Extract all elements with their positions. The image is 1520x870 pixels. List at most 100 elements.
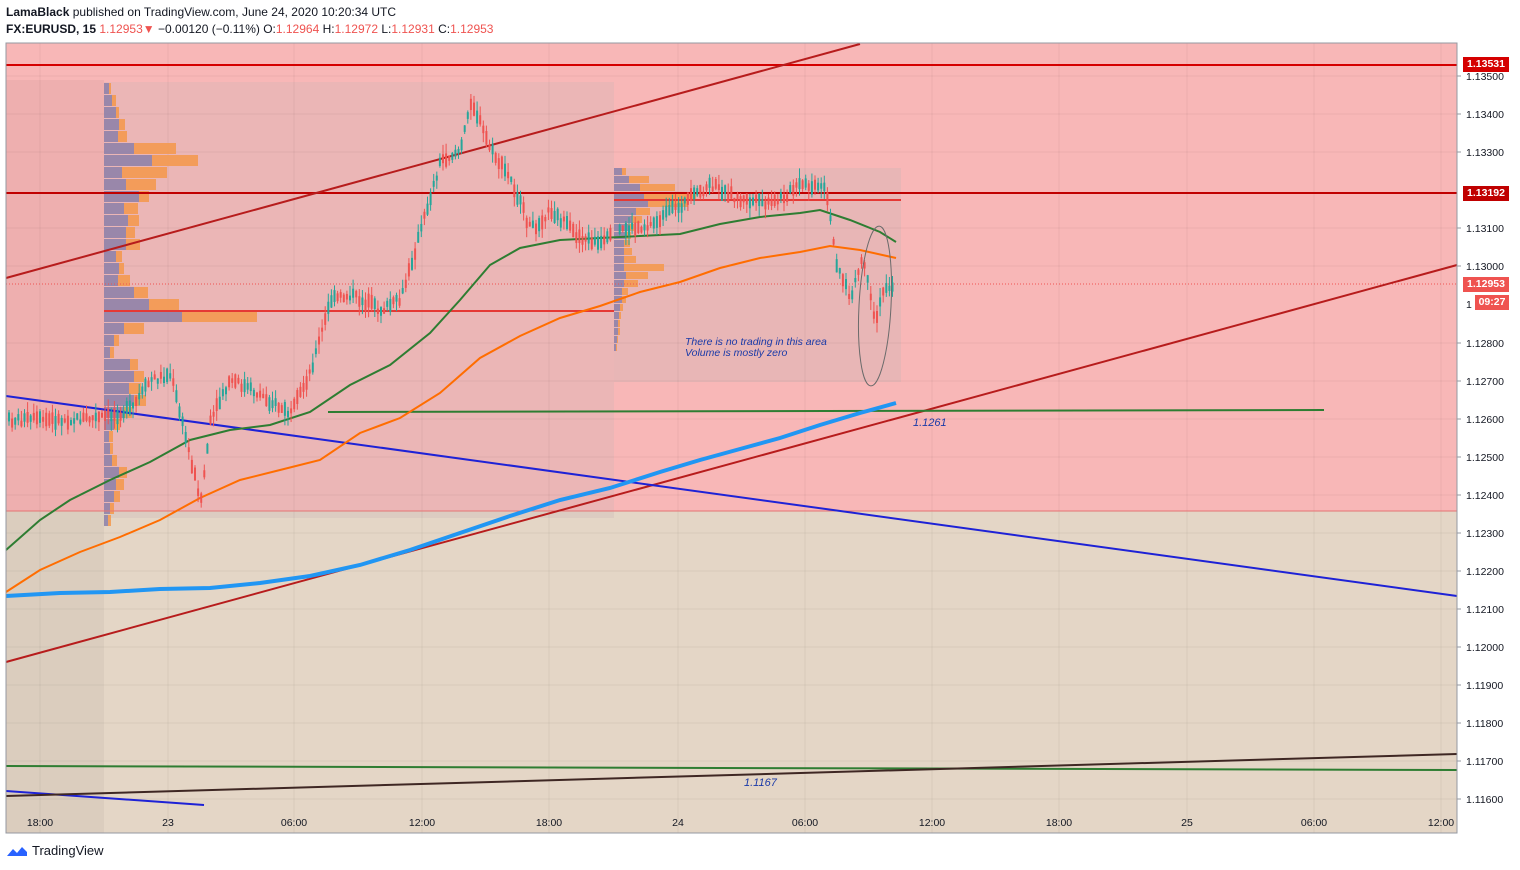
- publisher-name[interactable]: LamaBlack: [6, 5, 70, 19]
- candle-body: [293, 398, 296, 410]
- candle-body: [618, 224, 621, 234]
- lower-channel-trendline[interactable]: [5, 264, 1458, 663]
- support-line-1-1167[interactable]: [5, 765, 1458, 771]
- candle-body: [860, 257, 863, 265]
- candle-body: [404, 279, 407, 288]
- candle-body: [807, 183, 810, 191]
- candle-body: [88, 416, 91, 423]
- candle-body: [184, 431, 187, 444]
- upper-channel-trendline[interactable]: [5, 43, 861, 279]
- candlesticks[interactable]: [8, 94, 894, 508]
- candle-body: [94, 412, 97, 422]
- volume-bar-buy: [139, 191, 149, 202]
- candle-body: [20, 420, 23, 427]
- candle-body: [135, 396, 138, 407]
- volume-bar-buy: [624, 248, 632, 255]
- time-axis[interactable]: 18:00 23 06:00 12:00 18:00 24 06:00 12:00 18:00 2…: [27, 817, 1454, 829]
- candle-body: [606, 231, 609, 243]
- candle-body: [473, 102, 475, 116]
- volume-bar-sell: [104, 167, 122, 178]
- candle-body: [392, 297, 395, 305]
- candle-body: [119, 412, 122, 421]
- highlight-ellipse[interactable]: [855, 225, 895, 387]
- volume-bar-sell: [614, 168, 622, 175]
- published-text: published on TradingView.com, June 24, 2…: [72, 5, 397, 19]
- price-tick: 1.12500: [1466, 452, 1504, 464]
- candle-body: [600, 235, 603, 249]
- volume-bar-sell: [104, 83, 109, 94]
- candle-body: [519, 195, 522, 205]
- volume-bar-sell: [104, 215, 128, 226]
- support-line-1-1261[interactable]: [327, 409, 1325, 413]
- candle-body: [445, 153, 448, 167]
- candle-body: [339, 292, 342, 298]
- candle-body: [386, 300, 389, 307]
- volume-bar-buy: [119, 119, 125, 130]
- candle-body: [628, 225, 630, 236]
- symbol[interactable]: FX:EURUSD, 15: [6, 22, 97, 36]
- candle-body: [779, 192, 782, 199]
- time-tick: 12:00: [919, 817, 945, 829]
- footer-brand[interactable]: TradingView: [6, 843, 104, 858]
- candle-body: [321, 327, 324, 332]
- volume-bar-buy: [112, 95, 116, 106]
- candle-body: [668, 204, 671, 216]
- volume-bar-buy: [182, 311, 257, 322]
- volume-bar-sell: [104, 419, 114, 430]
- candle-body: [696, 188, 699, 196]
- time-tick: 25: [1181, 817, 1193, 829]
- candle-body: [215, 398, 218, 411]
- moving-average-green[interactable]: [5, 208, 897, 551]
- candle-body: [432, 180, 435, 187]
- candle-body: [82, 412, 85, 422]
- volume-bar-sell: [614, 256, 624, 263]
- candle-body: [739, 196, 742, 208]
- symbol-info: FX:EURUSD, 15 1.12953▼ −0.00120 (−0.11%)…: [6, 22, 493, 36]
- candle-body: [218, 396, 221, 410]
- candle-body: [872, 311, 875, 319]
- candle-body: [835, 259, 838, 273]
- candle-body: [646, 225, 649, 231]
- candle-body: [271, 400, 274, 409]
- candle-body: [516, 192, 519, 205]
- candle-body: [299, 386, 302, 397]
- candle-body: [686, 192, 689, 205]
- long-term-trendline[interactable]: [5, 753, 1458, 797]
- price-axis[interactable]: 1.13500 1.13400 1.13300 1.13100 1.13000 1.128…: [1457, 71, 1504, 806]
- candle-body: [14, 417, 17, 425]
- candle-body: [593, 236, 596, 245]
- candle-body: [420, 223, 423, 232]
- volume-bar-buy: [126, 179, 156, 190]
- candle-body: [35, 411, 38, 425]
- candle-body: [575, 232, 578, 243]
- volume-bar-sell: [614, 344, 616, 351]
- volume-bar-buy: [622, 168, 626, 175]
- candle-body: [125, 401, 128, 414]
- candle-body: [159, 371, 162, 379]
- volume-bar-sell: [104, 443, 110, 454]
- candle-body: [702, 191, 705, 197]
- candle-body: [197, 488, 200, 496]
- moving-average-orange[interactable]: [5, 244, 897, 593]
- candle-body: [584, 236, 587, 242]
- candle-body: [327, 301, 330, 314]
- candle-body: [423, 211, 426, 219]
- candle-body: [54, 416, 57, 430]
- volume-bar-buy: [110, 503, 114, 514]
- countdown-badge: 09:27: [1475, 295, 1509, 310]
- volume-bar-buy: [624, 240, 630, 247]
- candle-body: [212, 411, 215, 417]
- volume-bar-sell: [614, 288, 622, 295]
- lower-descending-trendline[interactable]: [5, 790, 205, 806]
- volume-bar-buy: [619, 312, 621, 319]
- moving-average-blue[interactable]: [5, 401, 897, 598]
- candle-body: [683, 197, 686, 204]
- volume-bar-buy: [116, 107, 119, 118]
- descending-trendline[interactable]: [5, 395, 1458, 597]
- volume-bar-sell: [614, 192, 644, 199]
- candle-body: [538, 218, 541, 232]
- candle-body: [832, 239, 835, 245]
- candle-body: [789, 185, 792, 193]
- candle-body: [736, 193, 739, 200]
